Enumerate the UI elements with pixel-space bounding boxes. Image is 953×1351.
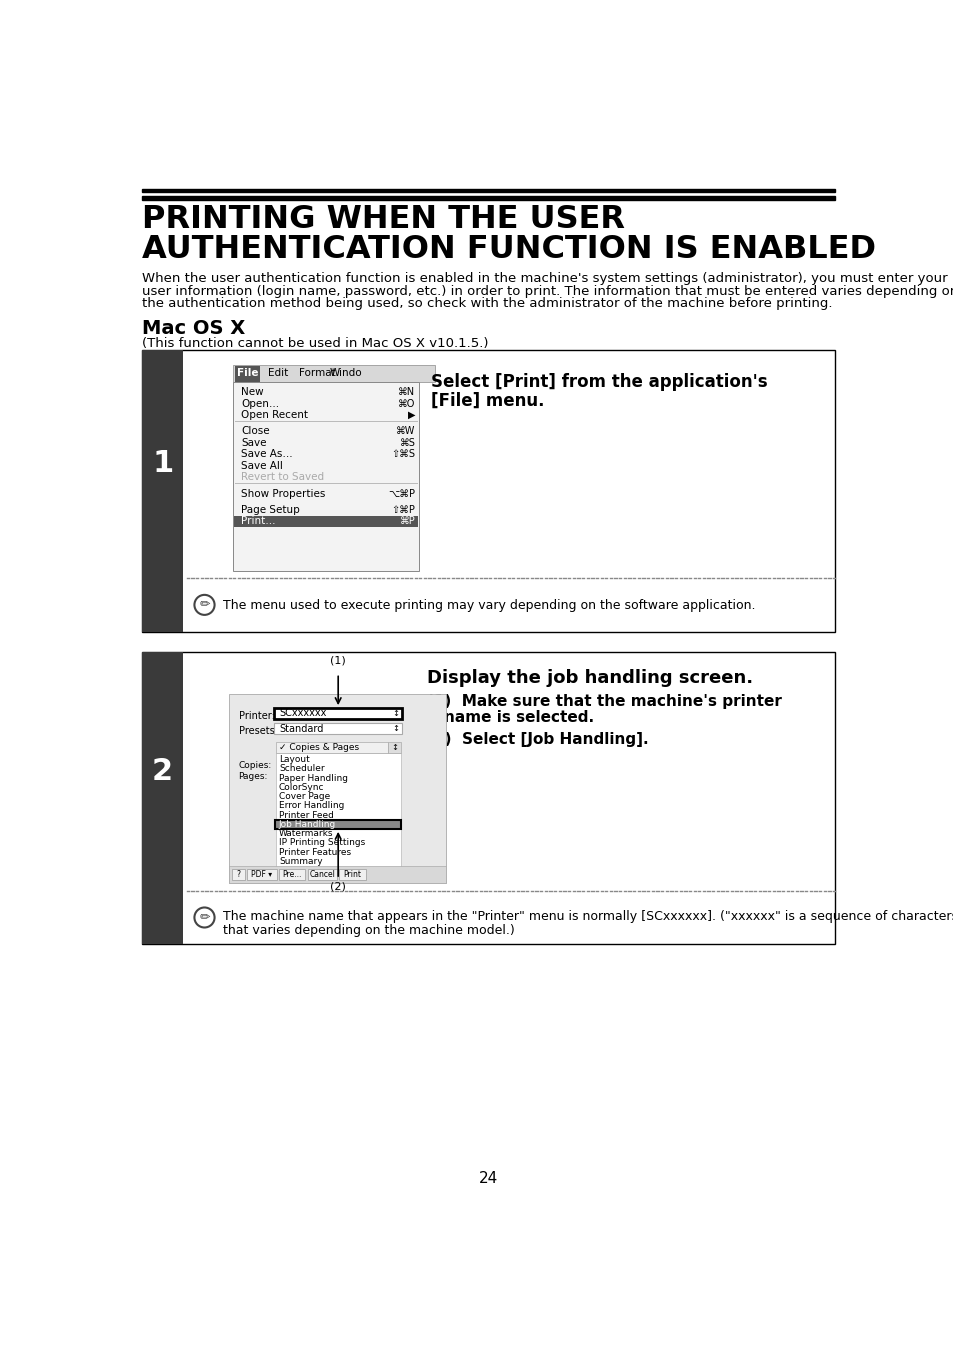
Text: ↕: ↕	[392, 724, 399, 734]
Text: Error Handling: Error Handling	[278, 801, 344, 811]
Text: New: New	[241, 386, 263, 397]
Bar	[142, 350, 835, 632]
Bar	[229, 694, 446, 882]
Text: Print…: Print…	[241, 516, 275, 527]
Text: PDF ▾: PDF ▾	[251, 870, 273, 880]
Text: Cancel: Cancel	[309, 870, 335, 880]
Text: 1: 1	[152, 450, 173, 478]
Text: Standard: Standard	[278, 724, 323, 734]
Text: ⌥⌘P: ⌥⌘P	[388, 489, 415, 499]
Text: Open Recent: Open Recent	[241, 411, 308, 420]
Text: Scheduler: Scheduler	[278, 765, 324, 773]
Text: SCxxxxxx: SCxxxxxx	[278, 708, 326, 719]
Text: ✏: ✏	[199, 598, 210, 612]
Text: Printer Feed: Printer Feed	[278, 811, 334, 820]
Text: ⌘S: ⌘S	[399, 438, 415, 447]
Bar	[142, 651, 835, 944]
Bar	[229, 866, 446, 882]
Text: Show Properties: Show Properties	[241, 489, 325, 499]
Bar	[307, 869, 336, 880]
Bar	[235, 366, 260, 381]
Bar	[274, 820, 401, 830]
Text: Printer Features: Printer Features	[278, 847, 351, 857]
Bar	[388, 742, 400, 753]
Bar	[247, 869, 276, 880]
Text: Edit: Edit	[268, 369, 288, 378]
Text: name is selected.: name is selected.	[443, 709, 594, 724]
Text: PRINTING WHEN THE USER: PRINTING WHEN THE USER	[142, 204, 625, 235]
Text: Watermarks: Watermarks	[278, 830, 333, 838]
Text: (2)  Select [Job Handling].: (2) Select [Job Handling].	[427, 732, 648, 747]
Circle shape	[194, 908, 214, 928]
Text: (1): (1)	[330, 655, 346, 666]
Text: Close: Close	[241, 426, 270, 436]
Text: ▶: ▶	[407, 411, 415, 420]
Text: that varies depending on the machine model.): that varies depending on the machine mod…	[223, 924, 515, 936]
Text: File: File	[237, 369, 258, 378]
Text: Display the job handling screen.: Display the job handling screen.	[427, 669, 752, 686]
Text: Revert to Saved: Revert to Saved	[241, 473, 324, 482]
Text: Save All: Save All	[241, 461, 282, 471]
Bar	[142, 196, 835, 200]
Text: ⇧⌘S: ⇧⌘S	[391, 450, 415, 459]
Text: ✏: ✏	[199, 911, 210, 924]
Bar	[278, 869, 305, 880]
Text: Pages:: Pages:	[238, 771, 268, 781]
Text: Presets:: Presets:	[238, 725, 277, 736]
Bar	[275, 754, 400, 867]
Text: Printer:: Printer:	[238, 711, 274, 720]
Bar	[275, 742, 388, 753]
Circle shape	[194, 594, 214, 615]
Bar	[233, 516, 418, 527]
Text: ?: ?	[236, 870, 240, 880]
Text: Print: Print	[343, 870, 361, 880]
Text: ⌘O: ⌘O	[397, 399, 415, 408]
Text: Windo: Windo	[330, 369, 362, 378]
Text: The machine name that appears in the "Printer" menu is normally [SCxxxxxx]. ("xx: The machine name that appears in the "Pr…	[223, 909, 953, 923]
Text: Mac OS X: Mac OS X	[142, 319, 246, 338]
Text: Save As…: Save As…	[241, 450, 293, 459]
Bar	[233, 382, 418, 571]
Text: 24: 24	[478, 1171, 498, 1186]
Text: Page Setup: Page Setup	[241, 505, 299, 515]
Text: (This function cannot be used in Mac OS X v10.1.5.): (This function cannot be used in Mac OS …	[142, 336, 489, 350]
Text: user information (login name, password, etc.) in order to print. The information: user information (login name, password, …	[142, 285, 953, 297]
Bar	[274, 708, 402, 719]
Text: (1)  Make sure that the machine's printer: (1) Make sure that the machine's printer	[427, 694, 781, 709]
Text: Format: Format	[298, 369, 335, 378]
Text: ⇧⌘P: ⇧⌘P	[391, 505, 415, 515]
Text: ColorSync: ColorSync	[278, 782, 324, 792]
Text: (2): (2)	[330, 881, 346, 892]
Bar	[274, 723, 402, 734]
Text: ↕: ↕	[392, 709, 399, 717]
Text: Summary: Summary	[278, 857, 322, 866]
Text: Copies:: Copies:	[238, 761, 272, 770]
Text: ⌘P: ⌘P	[399, 516, 415, 527]
Text: Open…: Open…	[241, 399, 279, 408]
Text: the authentication method being used, so check with the administrator of the mac: the authentication method being used, so…	[142, 297, 832, 309]
Bar	[233, 365, 435, 382]
Bar	[142, 350, 183, 632]
Text: Layout: Layout	[278, 755, 310, 765]
Text: The menu used to execute printing may vary depending on the software application: The menu used to execute printing may va…	[223, 598, 755, 612]
Text: Cover Page: Cover Page	[278, 792, 330, 801]
Text: When the user authentication function is enabled in the machine's system setting: When the user authentication function is…	[142, 273, 947, 285]
Text: Save: Save	[241, 438, 266, 447]
Text: Pre...: Pre...	[282, 870, 301, 880]
Text: ⌘W: ⌘W	[395, 426, 415, 436]
Text: [File] menu.: [File] menu.	[431, 392, 544, 409]
Text: Job Handling: Job Handling	[278, 820, 335, 828]
Text: AUTHENTICATION FUNCTION IS ENABLED: AUTHENTICATION FUNCTION IS ENABLED	[142, 234, 876, 265]
Text: Paper Handling: Paper Handling	[278, 774, 348, 782]
Text: ✓ Copies & Pages: ✓ Copies & Pages	[278, 743, 358, 751]
Text: ↕: ↕	[391, 743, 397, 751]
Text: 2: 2	[152, 757, 173, 786]
Bar	[339, 869, 365, 880]
Text: Select [Print] from the application's: Select [Print] from the application's	[431, 373, 766, 390]
Bar	[233, 869, 245, 880]
Bar	[142, 189, 835, 192]
Bar	[142, 651, 183, 944]
Text: IP Printing Settings: IP Printing Settings	[278, 839, 365, 847]
Text: ⌘N: ⌘N	[397, 386, 415, 397]
